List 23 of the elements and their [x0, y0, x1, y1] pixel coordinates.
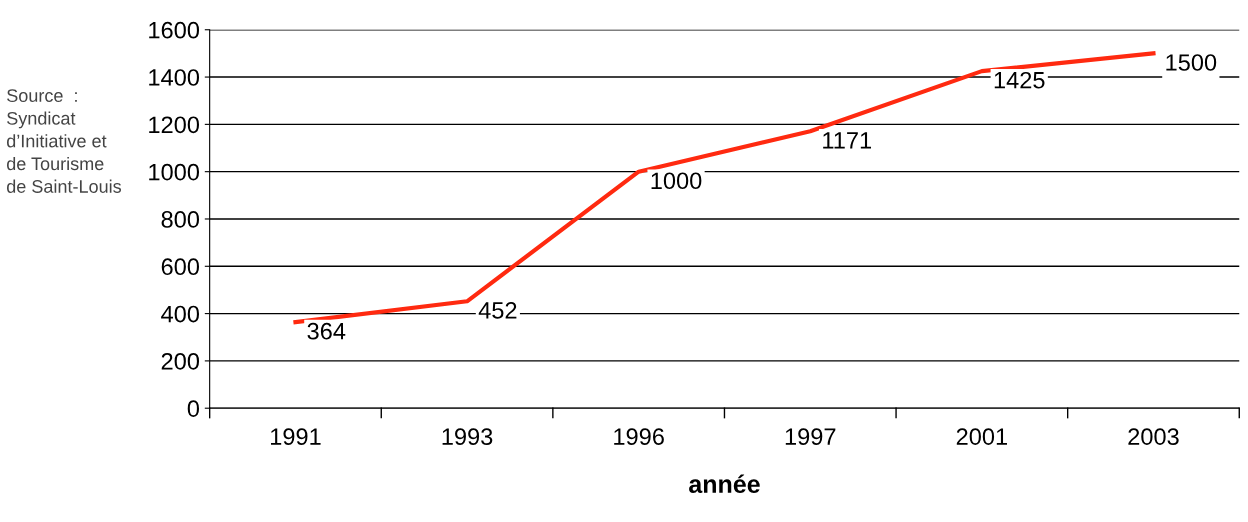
- x-tick-label: 1997: [785, 428, 836, 445]
- x-tick-label: 2001: [956, 428, 1007, 445]
- data-label: 1425: [994, 71, 1045, 89]
- x-tick-label: 1993: [442, 428, 493, 445]
- data-label: 1000: [651, 172, 702, 190]
- x-axis-title: année: [689, 474, 760, 494]
- y-tick-label: 400: [161, 305, 200, 323]
- y-tick-label: 1600: [149, 21, 200, 39]
- x-tick-label: 2003: [1128, 428, 1179, 445]
- y-tick-label: 1000: [149, 163, 200, 181]
- y-tick-label: 200: [161, 352, 200, 370]
- data-label: 1500: [1166, 54, 1217, 71]
- data-label: 452: [478, 302, 517, 319]
- y-tick-label: 1200: [149, 116, 200, 134]
- y-tick-label: 600: [161, 258, 200, 276]
- x-tick-label: 1996: [614, 428, 664, 445]
- data-label: 364: [307, 322, 346, 340]
- x-tick-label: 1991: [271, 428, 321, 445]
- y-tick-label: 800: [161, 211, 200, 228]
- y-tick-label: 1400: [149, 69, 200, 86]
- source-note: Source : Syndicat d’Initiative et de Tourisme de Saint-Louis: [7, 89, 122, 193]
- y-tick-label: 0: [187, 400, 200, 417]
- data-label: 1171: [823, 132, 872, 149]
